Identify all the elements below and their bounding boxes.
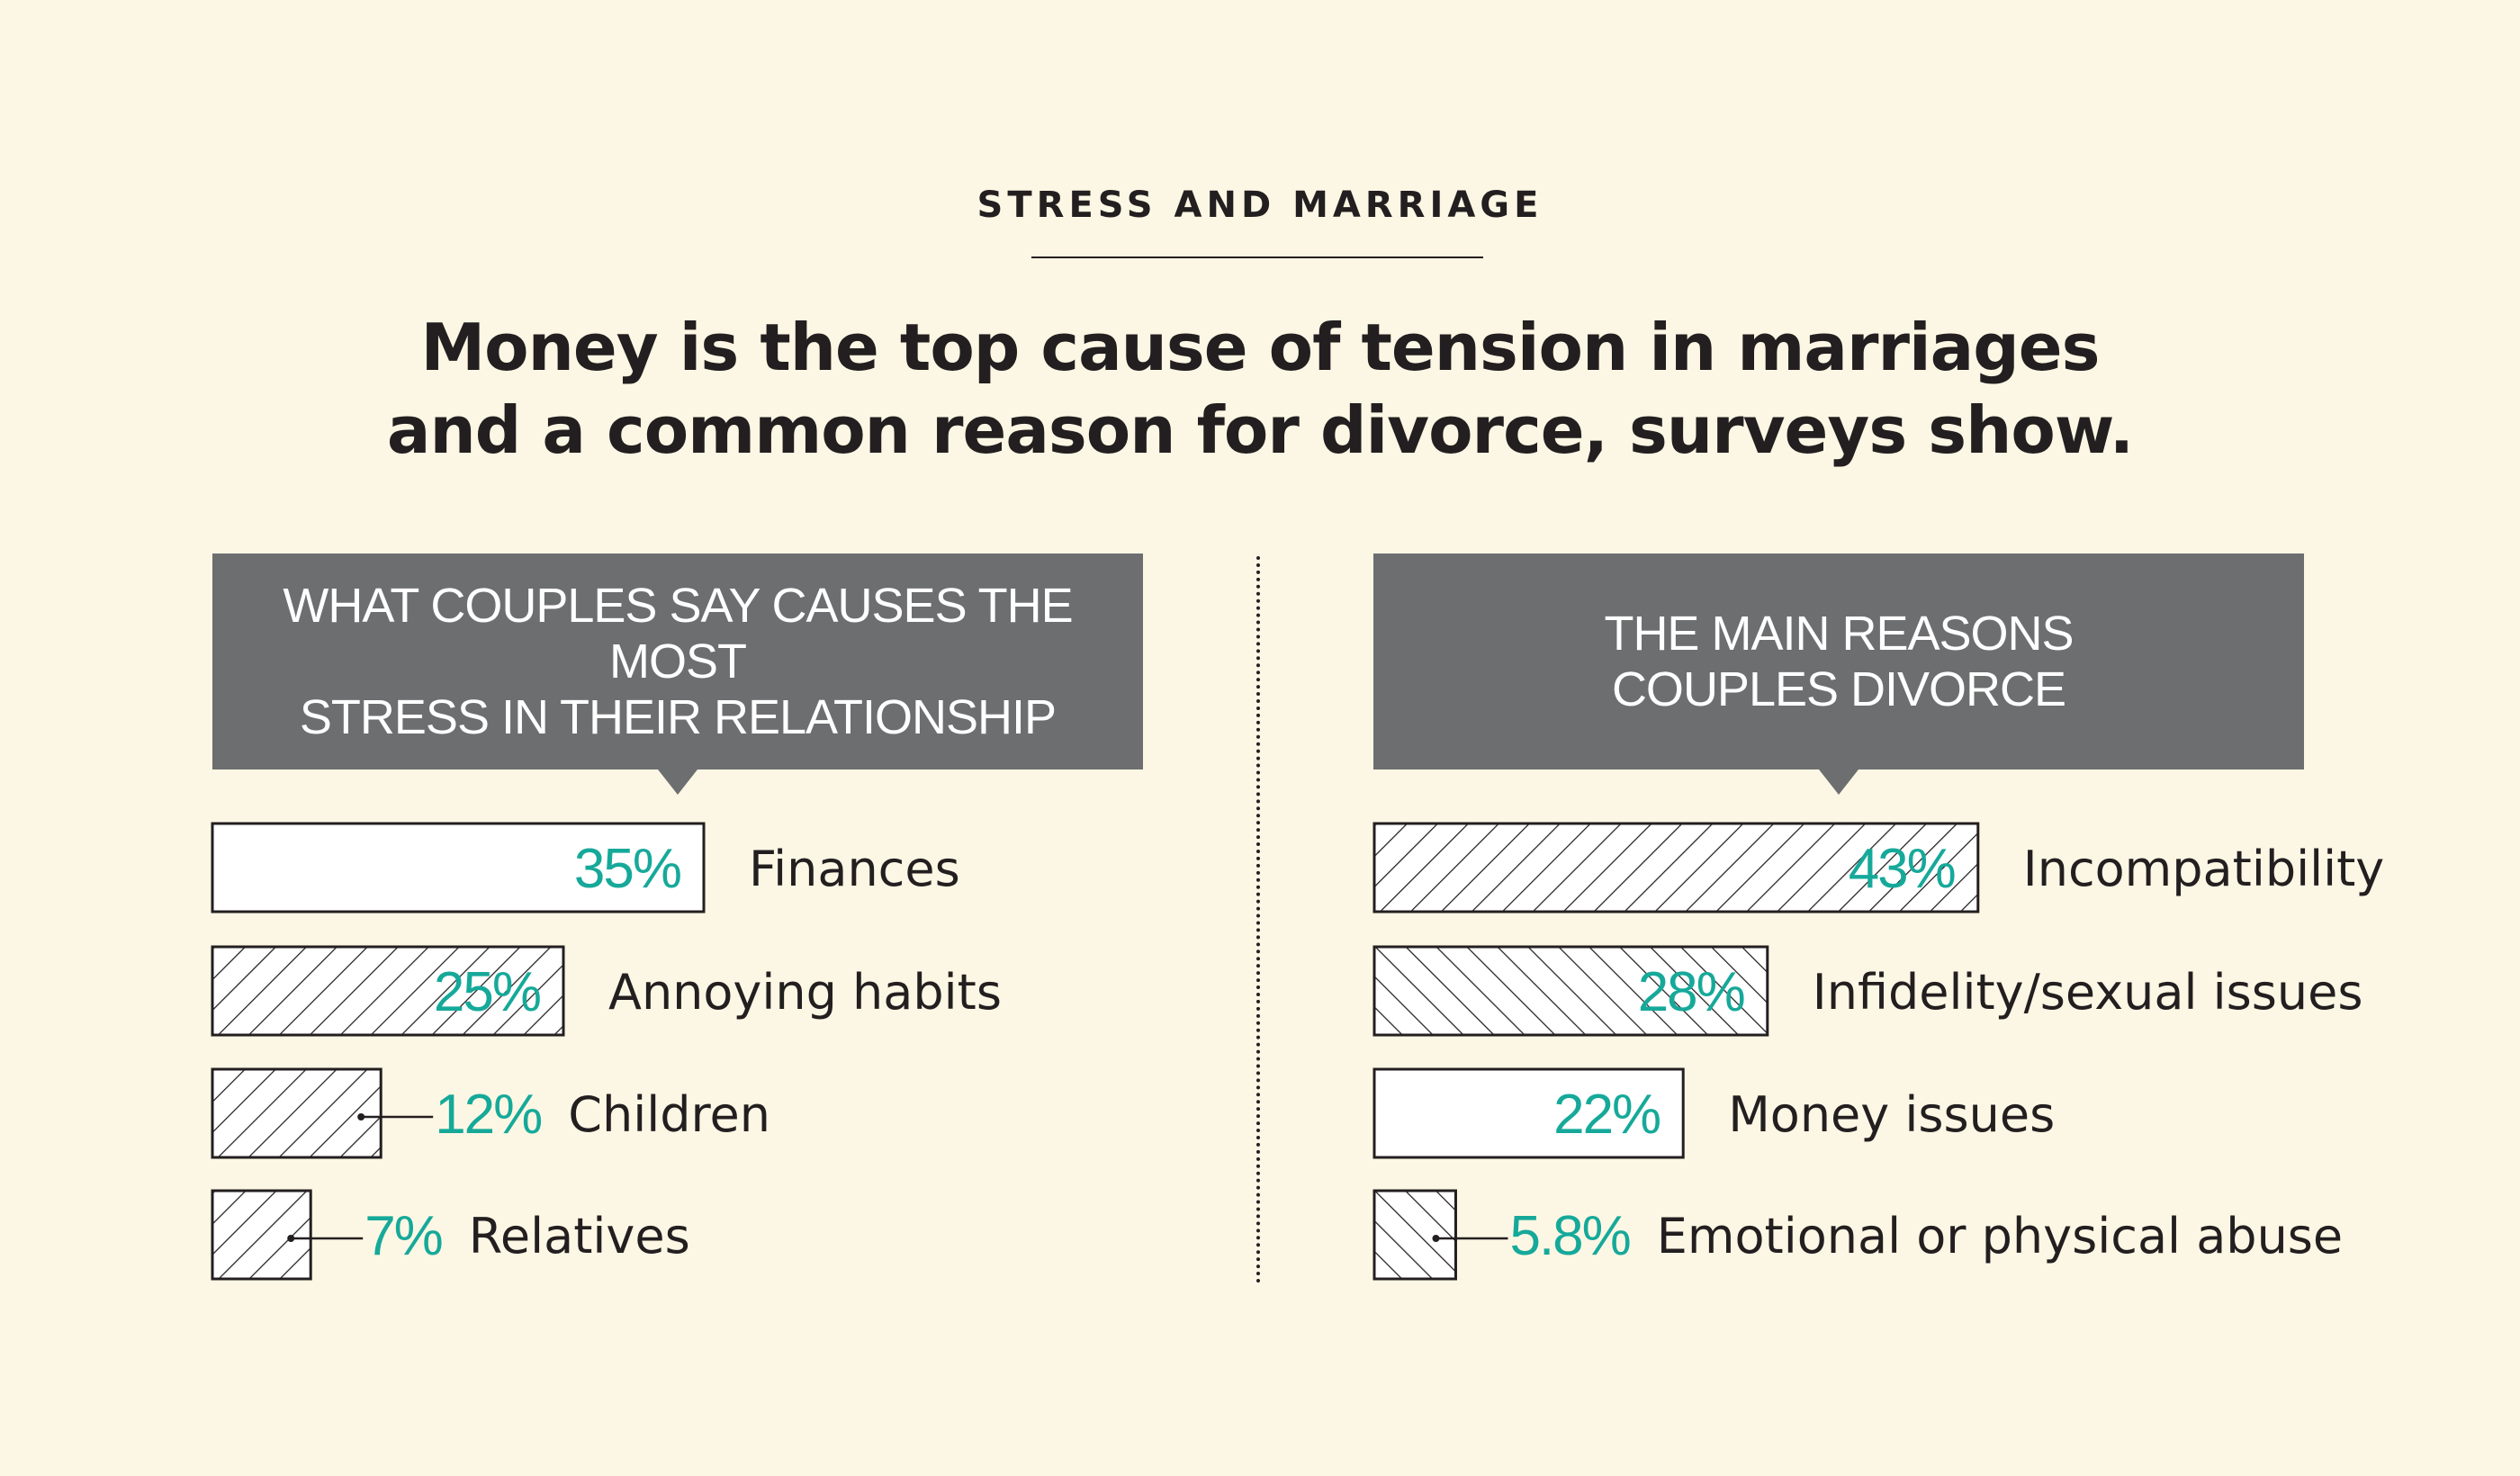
divorce-value-label-1: 43% — [1849, 838, 1955, 900]
stress-value-label-3: 12% — [435, 1084, 541, 1146]
divorce-value-label-4: 5.8% — [1509, 1205, 1629, 1267]
headline-line-1: Money is the top cause of tension in mar… — [420, 310, 2101, 385]
headline-line-2: and a common reason for divorce, surveys… — [386, 392, 2134, 468]
divorce-value-label-3: 22% — [1553, 1084, 1660, 1146]
stress-category-label-1: Finances — [749, 841, 960, 897]
divorce-chart-title-line-1: THE MAIN REASONS — [1604, 607, 2074, 661]
stress-category-label-3: Children — [568, 1086, 770, 1143]
stress-chart-title-panel: WHAT COUPLES SAY CAUSES THE MOST STRESS … — [212, 554, 1143, 795]
divorce-category-label-4: Emotional or physical abuse — [1657, 1208, 2343, 1264]
stress-chart-title-line-2: STRESS IN THEIR RELATIONSHIP — [299, 690, 1057, 744]
divorce-bar-4 — [1372, 1189, 1457, 1281]
stress-bar-2 — [211, 945, 565, 1037]
stress-value-label-1: 35% — [574, 838, 680, 900]
divorce-bar-3 — [1372, 1067, 1685, 1159]
divorce-category-label-2: Infidelity/sexual issues — [1813, 964, 2363, 1021]
kicker-underline — [1031, 256, 1483, 258]
kicker: STRESS AND MARRIAGE — [976, 184, 1544, 226]
dotted-divider — [1256, 556, 1260, 1283]
stress-bars: 35% Finances 25% Annoying habits 12% Children… — [211, 822, 1002, 1281]
divorce-value-label-2: 28% — [1638, 961, 1744, 1023]
stress-chart-title-line-1: WHAT COUPLES SAY CAUSES THE MOST — [283, 579, 1073, 688]
divorce-chart-title-panel: THE MAIN REASONS COUPLES DIVORCE — [1373, 554, 2304, 795]
panel-pointer — [1819, 770, 1858, 795]
divorce-chart-title-line-2: COUPLES DIVORCE — [1611, 662, 2066, 716]
panel-pointer — [658, 770, 698, 795]
divorce-category-label-1: Incompatibility — [2023, 841, 2384, 897]
stress-bar-1 — [211, 822, 706, 914]
stress-bar-4 — [211, 1189, 312, 1281]
divorce-bars: 43% Incompatibility 28% Infidelity/sexual i… — [1372, 822, 2384, 1281]
stress-value-label-2: 25% — [434, 961, 540, 1023]
headline: Money is the top cause of tension in mar… — [0, 306, 2520, 472]
divorce-category-label-3: Money issues — [1728, 1086, 2055, 1143]
divorce-bar-2 — [1372, 945, 1769, 1037]
stress-category-label-2: Annoying habits — [608, 964, 1002, 1021]
stress-bar-3 — [211, 1067, 382, 1159]
divorce-bar-1 — [1372, 822, 1980, 914]
stress-value-label-4: 7% — [364, 1205, 442, 1267]
stress-category-label-4: Relatives — [469, 1208, 690, 1264]
